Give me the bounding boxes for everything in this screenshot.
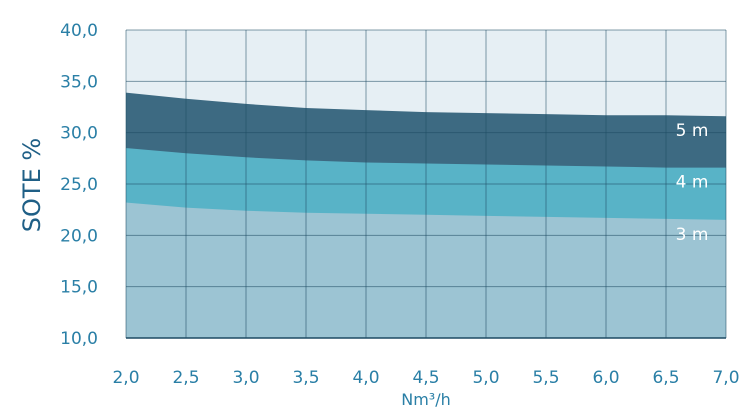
x-tick-label: 5,0 (472, 368, 499, 388)
series-label: 3 m (676, 225, 709, 245)
x-tick-label: 4,0 (352, 368, 379, 388)
x-tick-label: 7,0 (712, 368, 739, 388)
x-tick-label: 2,5 (172, 368, 199, 388)
x-tick-label: 3,0 (232, 368, 259, 388)
series-labels: 5 m 4 m 3 m (676, 121, 709, 245)
y-tick-label: 20,0 (60, 226, 98, 246)
grid-lines (125, 29, 727, 339)
series-label: 4 m (676, 173, 709, 193)
x-tick-label: 6,0 (592, 368, 619, 388)
y-tick-label: 25,0 (60, 175, 98, 195)
series-label: 5 m (676, 121, 709, 141)
x-tick-labels: 2,0 2,5 3,0 3,5 4,0 4,5 5,0 5,5 6,0 6,5 7,0 (112, 368, 739, 388)
y-tick-label: 15,0 (60, 278, 98, 298)
x-tick-label: 3,5 (292, 368, 319, 388)
y-tick-label: 35,0 (60, 72, 98, 92)
x-tick-label: 4,5 (412, 368, 439, 388)
y-axis-title: SOTE % (18, 138, 46, 232)
x-tick-label: 6,5 (652, 368, 679, 388)
y-tick-label: 30,0 (60, 124, 98, 144)
x-tick-label: 5,5 (532, 368, 559, 388)
y-tick-label: 10,0 (60, 329, 98, 349)
x-axis-title: Nm³/h (401, 390, 451, 409)
y-tick-labels: 10,0 15,0 20,0 25,0 30,0 35,0 40,0 (60, 21, 98, 349)
x-tick-label: 2,0 (112, 368, 139, 388)
y-tick-label: 40,0 (60, 21, 98, 41)
